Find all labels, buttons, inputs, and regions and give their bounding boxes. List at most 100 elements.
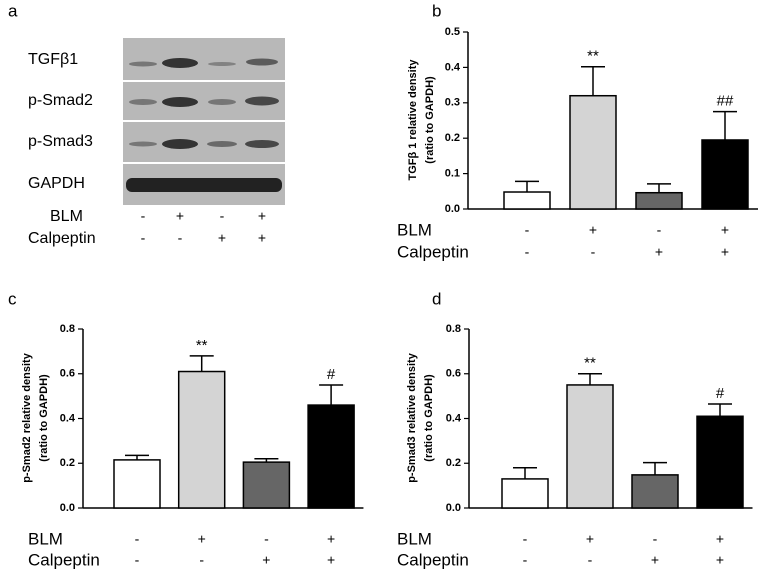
condition-sign: - bbox=[141, 208, 146, 224]
panel-label: b bbox=[432, 1, 441, 20]
condition-sign: - bbox=[220, 208, 225, 224]
blot-bands bbox=[126, 58, 282, 192]
y-axis-label: p-Smad2 relative density bbox=[21, 352, 33, 482]
condition-sign: + bbox=[721, 222, 729, 238]
condition-sign: - bbox=[178, 230, 183, 246]
bar bbox=[242, 461, 291, 509]
bar bbox=[501, 478, 549, 509]
band bbox=[162, 58, 198, 68]
bar bbox=[307, 404, 355, 509]
y-tick-label: 0.1 bbox=[445, 168, 460, 180]
condition-sign: - bbox=[199, 552, 204, 568]
condition-sign: + bbox=[589, 222, 597, 238]
blot-image bbox=[123, 38, 285, 205]
condition-sign: + bbox=[655, 244, 663, 260]
condition-sign: + bbox=[218, 230, 226, 246]
band bbox=[245, 96, 279, 106]
condition-sign: + bbox=[176, 208, 184, 224]
significance-label: ## bbox=[717, 93, 734, 110]
condition-sign: - bbox=[588, 552, 593, 568]
condition-sign: - bbox=[525, 244, 530, 260]
y-tick-label: 0.0 bbox=[446, 502, 461, 514]
y-tick-label: 0.2 bbox=[446, 457, 461, 469]
y-tick-label: 0.6 bbox=[446, 368, 461, 380]
condition-label: Calpeptin bbox=[28, 550, 100, 569]
condition-sign: + bbox=[327, 552, 335, 568]
y-tick-label: 0.3 bbox=[445, 97, 460, 109]
y-tick-label: 0.8 bbox=[446, 323, 461, 335]
panel-label: c bbox=[8, 289, 17, 308]
condition-sign: - bbox=[657, 222, 662, 238]
significance-label: ** bbox=[196, 337, 208, 354]
panel-label: d bbox=[432, 289, 441, 308]
condition-sign: + bbox=[586, 531, 594, 547]
bar bbox=[635, 191, 683, 210]
bar bbox=[631, 474, 679, 509]
y-tick-label: 0.4 bbox=[60, 412, 76, 424]
condition-sign: - bbox=[135, 531, 140, 547]
significance-label: # bbox=[716, 385, 725, 402]
condition-sign: + bbox=[262, 552, 270, 568]
condition-sign: + bbox=[721, 244, 729, 260]
condition-sign: - bbox=[525, 222, 530, 238]
y-tick-label: 0.8 bbox=[60, 323, 75, 335]
condition-sign: + bbox=[198, 531, 206, 547]
band bbox=[129, 99, 157, 105]
blot-row-label: GAPDH bbox=[28, 175, 85, 192]
y-tick-label: 0.4 bbox=[445, 61, 461, 73]
bar bbox=[569, 94, 617, 210]
y-axis-label: TGFβ 1 relative density bbox=[407, 59, 419, 181]
bar bbox=[113, 459, 161, 509]
condition-label: BLM bbox=[28, 529, 63, 548]
band bbox=[208, 62, 236, 66]
y-tick-label: 0.2 bbox=[60, 457, 75, 469]
y-tick-label: 0.6 bbox=[60, 368, 75, 380]
condition-sign: - bbox=[135, 552, 140, 568]
condition-label: BLM bbox=[397, 529, 432, 548]
condition-sign: + bbox=[716, 531, 724, 547]
bar bbox=[696, 415, 744, 509]
condition-sign: - bbox=[264, 531, 269, 547]
condition-label: BLM bbox=[397, 220, 432, 239]
band bbox=[207, 141, 237, 147]
condition-sign: + bbox=[327, 531, 335, 547]
condition-sign: + bbox=[258, 230, 266, 246]
condition-sign: - bbox=[141, 230, 146, 246]
significance-label: ** bbox=[584, 355, 596, 372]
band bbox=[245, 140, 279, 148]
band bbox=[162, 97, 198, 107]
bar bbox=[566, 384, 614, 509]
band bbox=[129, 61, 157, 67]
condition-sign: - bbox=[653, 531, 658, 547]
band bbox=[208, 99, 236, 105]
band bbox=[126, 178, 282, 192]
blot-row-label: TGFβ1 bbox=[28, 51, 78, 68]
blot-row-label: p-Smad3 bbox=[28, 133, 93, 150]
condition-label: Calpeptin bbox=[28, 230, 96, 247]
y-tick-label: 0.0 bbox=[60, 502, 75, 514]
y-tick-label: 0.4 bbox=[446, 412, 462, 424]
y-axis-label: p-Smad3 relative density bbox=[406, 352, 418, 482]
condition-label: BLM bbox=[50, 208, 83, 225]
y-axis-label: (ratio to GAPDH) bbox=[423, 374, 435, 462]
y-tick-label: 0.5 bbox=[445, 26, 460, 38]
y-tick-label: 0.2 bbox=[445, 132, 460, 144]
condition-sign: + bbox=[258, 208, 266, 224]
bar bbox=[701, 139, 749, 210]
condition-sign: - bbox=[523, 552, 528, 568]
band bbox=[162, 139, 198, 149]
y-axis-label: (ratio to GAPDH) bbox=[424, 76, 436, 164]
band bbox=[129, 141, 157, 147]
bar bbox=[177, 370, 226, 509]
condition-sign: + bbox=[716, 552, 724, 568]
y-tick-label: 0.0 bbox=[445, 203, 460, 215]
blot-row-label: p-Smad2 bbox=[28, 92, 93, 109]
bar bbox=[503, 191, 551, 210]
band bbox=[246, 58, 278, 66]
y-axis-label: (ratio to GAPDH) bbox=[38, 374, 50, 462]
significance-label: # bbox=[327, 366, 336, 383]
condition-label: Calpeptin bbox=[397, 550, 469, 569]
condition-sign: - bbox=[591, 244, 596, 260]
